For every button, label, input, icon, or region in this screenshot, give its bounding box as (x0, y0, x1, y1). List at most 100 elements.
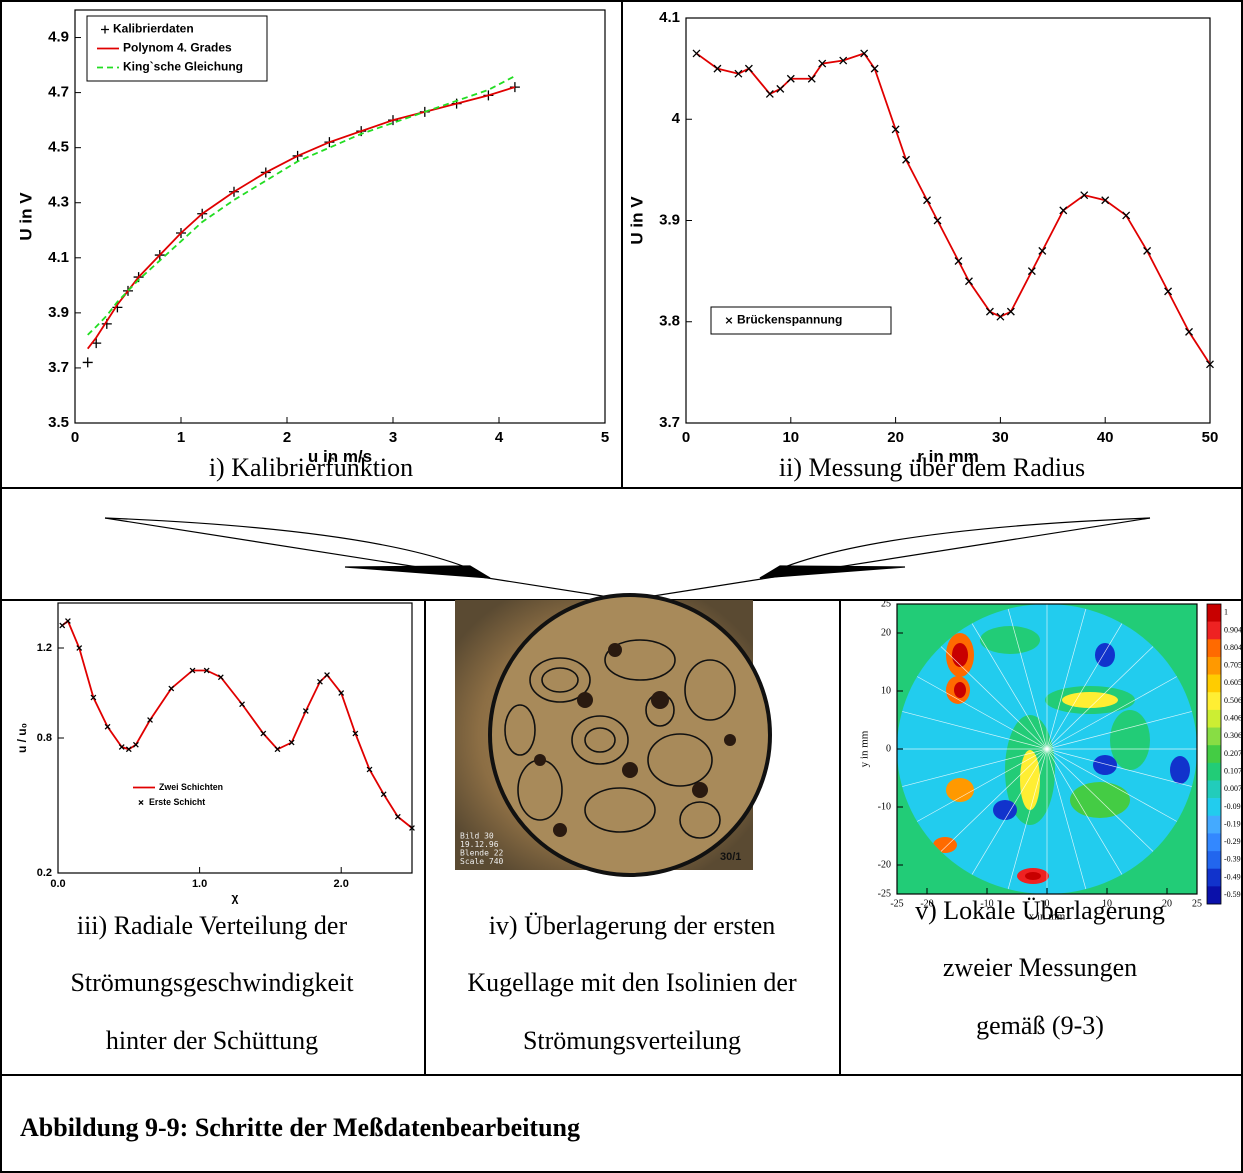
marker (985, 307, 994, 316)
marker (807, 74, 816, 83)
series-line (61, 619, 413, 829)
x-axis-label: r in mm (917, 447, 978, 466)
y-tick-label: 0 (886, 743, 891, 754)
colorbar-label: 0.306 (1224, 731, 1242, 740)
field-blob (1020, 750, 1040, 810)
y-tick-label: -10 (878, 801, 891, 812)
field-blob (980, 626, 1040, 654)
radial-line (1046, 608, 1087, 750)
x-tick-label: 5 (601, 429, 609, 446)
y-tick-label: 4.5 (48, 139, 69, 156)
y-tick-label: 4.3 (48, 194, 69, 211)
x-tick-label: 2.0 (334, 878, 349, 890)
marker (380, 791, 387, 798)
photo-text: Bild 30 (460, 832, 494, 841)
y-tick-label: 4 (672, 110, 681, 127)
field-blob (1093, 755, 1117, 775)
radial-line (902, 748, 1048, 787)
panel-caption: i) Kalibrierfunktion (209, 453, 413, 482)
radial-line (1007, 608, 1048, 750)
colorbar-label: -0.39 (1224, 855, 1241, 864)
marker (776, 84, 785, 93)
colorbar-label: 0.605 (1224, 678, 1242, 687)
colorbar-frame (1206, 603, 1222, 905)
field-blob (1170, 756, 1190, 784)
marker (138, 799, 144, 806)
colorbar-band (1207, 727, 1221, 746)
plot-frame (57, 602, 413, 874)
y-tick-label: 3.7 (48, 359, 69, 376)
x-axis-label: χ (232, 890, 239, 904)
x-tick-label: 0 (71, 429, 79, 446)
colorbar-label: 0.904 (1224, 625, 1242, 634)
colorbar-label: -0.09 (1224, 802, 1241, 811)
field-blob (952, 643, 968, 667)
y-axis-label: u / u₀ (15, 723, 29, 753)
colorbar-band (1207, 833, 1221, 852)
marker (1027, 267, 1036, 276)
series-line (87, 75, 516, 336)
colorbar-band (1207, 674, 1221, 693)
y-tick-label: 0.8 (37, 732, 52, 744)
y-tick-label: -25 (878, 888, 891, 899)
photo-text: Scale 740 (460, 857, 504, 866)
marker (1143, 246, 1152, 255)
radial-line (1046, 748, 1178, 822)
series-line (87, 86, 516, 350)
field-blob (993, 800, 1017, 820)
marker (954, 257, 963, 265)
marker (1006, 307, 1015, 316)
marker (786, 74, 795, 83)
colorbar-label: 1 (1224, 608, 1228, 617)
legend-label: Brückenspannung (737, 313, 842, 327)
legend-label: King`sche Gleichung (123, 60, 243, 74)
colorbar-label: -0.19 (1224, 819, 1241, 828)
y-tick-label: 4.1 (659, 9, 680, 26)
radial-line (1007, 748, 1048, 890)
y-tick-label: 0.2 (37, 867, 52, 879)
x-tick-label: 10 (1102, 898, 1112, 909)
marker (870, 64, 879, 73)
y-axis-label: U in V (16, 192, 35, 241)
y-tick-label: -20 (878, 859, 891, 870)
y-tick-label: 3.8 (659, 313, 680, 330)
photo (455, 593, 772, 877)
marker (59, 622, 66, 629)
colorbar-label: 0.207 (1224, 749, 1242, 758)
y-tick-label: 10 (881, 685, 891, 696)
marker (1122, 211, 1131, 220)
x-tick-label: -10 (980, 898, 993, 909)
marker (288, 739, 295, 746)
marker (923, 196, 931, 205)
marker (352, 730, 359, 737)
panel-caption: Strömungsgeschwindigkeit (70, 968, 354, 997)
marker (1101, 196, 1110, 205)
marker (125, 746, 132, 753)
x-tick-label: 1 (177, 429, 185, 446)
colorbar-band (1207, 656, 1221, 675)
colorbar-label: -0.49 (1224, 872, 1241, 881)
marker (147, 717, 153, 723)
marker (274, 746, 281, 753)
y-axis-label: y in mm (859, 730, 871, 767)
figure-caption: Abbildung 9-9: Schritte der Meßdatenbear… (20, 1113, 580, 1142)
radial-line (1046, 646, 1154, 750)
field-blob (933, 837, 957, 853)
marker (324, 672, 330, 678)
colorbar-band (1207, 780, 1221, 799)
marker (1164, 287, 1173, 296)
colorbar-band (1207, 798, 1221, 817)
radial-line (1046, 676, 1178, 750)
marker (203, 667, 210, 674)
marker (1206, 360, 1214, 369)
marker (744, 64, 753, 73)
colorbar-label: 0.007 (1224, 784, 1242, 793)
radial-line (971, 623, 1048, 750)
photo-text: 19.12.96 (460, 840, 499, 849)
x-tick-label: 4 (495, 429, 504, 446)
colorbar-band (1207, 604, 1221, 622)
radial-line (940, 748, 1048, 852)
marker (76, 645, 83, 651)
